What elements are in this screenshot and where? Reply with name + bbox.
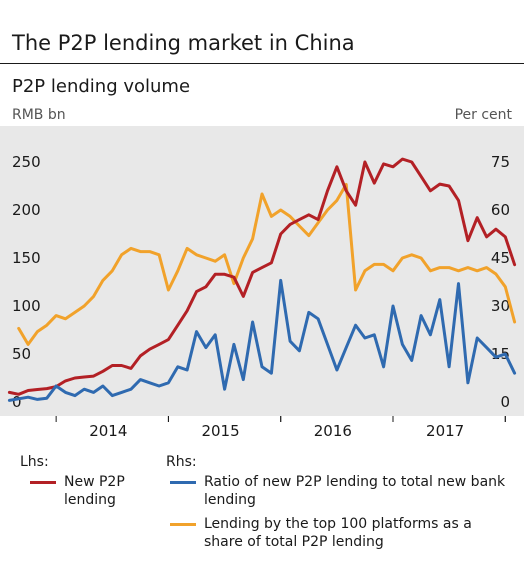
- series-layer: [7, 157, 517, 402]
- plot-background: [0, 126, 524, 416]
- left-tick-label: 250: [12, 153, 41, 171]
- chart-subtitle: P2P lending volume: [12, 76, 191, 97]
- left-tick-label: 150: [12, 249, 41, 267]
- x-axis: 20142015201620172018: [55, 416, 506, 440]
- right-tick-label: 0: [500, 393, 510, 411]
- left-tick-label: 100: [12, 297, 41, 315]
- right-axis-unit: Per cent: [454, 107, 512, 123]
- right-tick-label: 30: [491, 297, 510, 315]
- left-tick-label: 200: [12, 201, 41, 219]
- x-tick-label: 2014: [89, 422, 127, 440]
- title-rule: [0, 63, 524, 64]
- legend-label-ratio: Ratio of new P2P lending to total new ba…: [204, 474, 506, 508]
- left-axis-unit: RMB bn: [12, 107, 66, 123]
- series-line-new-p2p: [7, 157, 517, 396]
- x-tick-label: 2015: [201, 422, 239, 440]
- x-tick-label: 2016: [314, 422, 352, 440]
- left-tick-label: 0: [12, 393, 22, 411]
- right-tick-label: 60: [491, 201, 510, 219]
- legend-swatch-new-p2p: [30, 481, 56, 484]
- page-title: The P2P lending market in China: [12, 31, 355, 55]
- left-axis-ticks: 0 50 100 150 200 250: [12, 153, 41, 411]
- right-tick-label: 75: [491, 153, 510, 171]
- right-tick-label: 45: [491, 249, 510, 267]
- left-tick-label: 50: [12, 345, 31, 363]
- series-line-ratio: [7, 278, 517, 402]
- legend-swatch-ratio: [170, 481, 196, 484]
- legend-label-top100: Lending by the top 100 platforms as a sh…: [204, 516, 472, 550]
- x-tick-label: 2017: [426, 422, 464, 440]
- legend-rhs-header: Rhs:: [166, 454, 197, 470]
- legend-label-new-p2p: New P2P lending: [64, 474, 125, 508]
- legend-swatch-top100: [170, 523, 196, 526]
- series-line-top100: [17, 182, 517, 346]
- legend-lhs-header: Lhs:: [20, 454, 49, 470]
